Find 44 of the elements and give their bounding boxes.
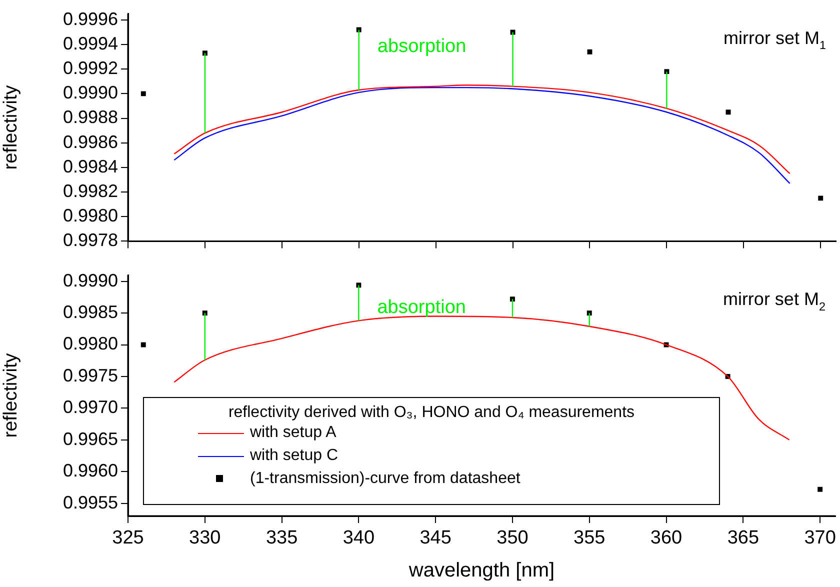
point — [140, 342, 146, 348]
annotation: absorption — [377, 297, 466, 318]
x-tick-label: 355 — [574, 528, 606, 549]
point — [726, 110, 731, 115]
x-tick-label: 360 — [650, 528, 682, 549]
x-tick-label: 335 — [266, 528, 298, 549]
y-tick-label: 0.9992 — [62, 58, 118, 78]
legend-label: with setup A — [250, 424, 336, 442]
y-tick-label: 0.9980 — [62, 334, 118, 354]
y-tick-label: 0.9996 — [62, 8, 118, 29]
x-tick-label: 345 — [420, 528, 452, 549]
y-tick-label: 0.9978 — [62, 230, 118, 250]
x-tick-label: 325 — [112, 528, 144, 549]
y-tick-label: 0.9984 — [62, 156, 118, 176]
x-axis-title: wavelength [nm] — [408, 560, 555, 582]
point — [140, 91, 146, 96]
y-tick-label: 0.9994 — [62, 34, 118, 54]
y-tick-label: 0.9990 — [62, 82, 118, 103]
y-tick-label: 0.9990 — [62, 270, 118, 290]
y-tick-label: 0.9975 — [62, 365, 118, 386]
y-tick-label: 0.9986 — [62, 132, 118, 152]
x-tick-label: 370 — [804, 528, 836, 549]
annotation: absorption — [377, 36, 466, 57]
y-tick-label: 0.9960 — [62, 460, 118, 481]
legend-title: reflectivity derived with O₃, HONO and O₄ measurements — [227, 404, 636, 422]
y-tick-label: 0.9955 — [62, 492, 118, 512]
line-series — [174, 316, 790, 440]
x-tick-label: 340 — [342, 528, 375, 549]
x-tick-label: 350 — [496, 528, 528, 549]
legend-label: (1-transmission)-curve from datasheet — [250, 470, 520, 488]
y-tick-label: 0.9965 — [62, 428, 118, 449]
x-tick-label: 330 — [189, 528, 221, 549]
y-tick-label: 0.9970 — [62, 397, 118, 418]
point — [818, 486, 823, 492]
y-axis-title: reflectivity — [0, 84, 22, 170]
y-tick-label: 0.9988 — [62, 107, 118, 128]
y-tick-label: 0.9980 — [62, 206, 118, 226]
point — [818, 196, 824, 201]
y-tick-label: 0.9982 — [62, 181, 118, 201]
legend-label: with setup C — [250, 447, 338, 465]
y-tick-label: 0.9985 — [62, 302, 118, 322]
x-tick-label: 365 — [727, 528, 760, 549]
y-axis-title: reflectivity — [0, 352, 22, 438]
point — [587, 49, 592, 54]
